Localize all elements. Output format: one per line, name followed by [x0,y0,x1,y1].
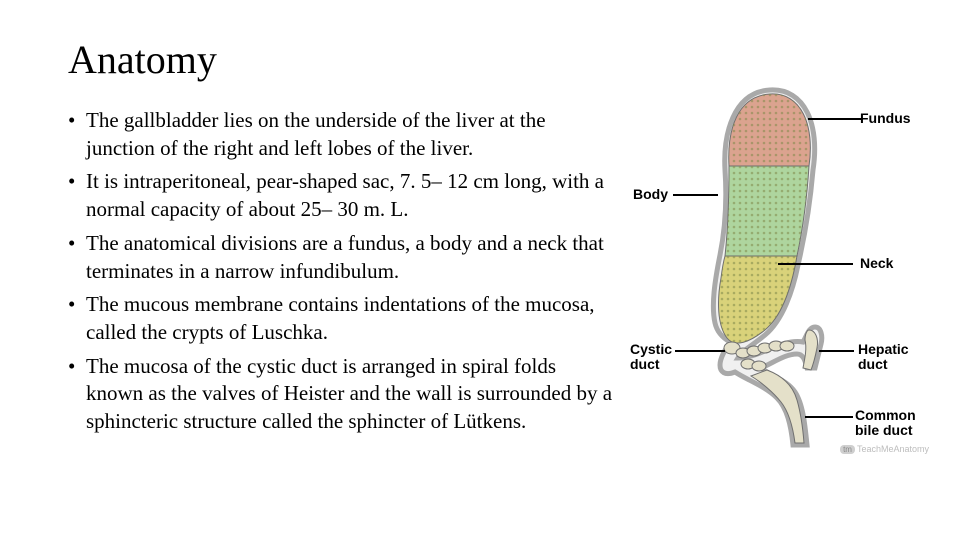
list-item: The gallbladder lies on the underside of… [68,107,618,162]
label-text: Body [633,186,668,202]
slide: Anatomy The gallbladder lies on the unde… [0,0,960,540]
label-common-bile-duct: Commonbile duct [855,408,916,437]
gallbladder-diagram: Fundus Body Neck Cysticduct Hepaticduct [635,80,935,460]
watermark: tmTeachMeAnatomy [840,444,929,454]
list-item: It is intraperitoneal, pear-shaped sac, … [68,168,618,223]
label-text: Commonbile duct [855,407,916,438]
list-item: The mucous membrane contains indentation… [68,291,618,346]
list-item: The anatomical divisions are a fundus, a… [68,230,618,285]
label-text: Fundus [860,110,911,126]
label-text: Hepaticduct [858,341,909,372]
label-hepatic-duct: Hepaticduct [858,342,909,371]
label-text: Neck [860,255,893,271]
label-body: Body [633,186,668,202]
content-row: The gallbladder lies on the underside of… [68,107,930,442]
list-item: The mucosa of the cystic duct is arrange… [68,353,618,436]
page-title: Anatomy [68,36,930,83]
label-neck: Neck [860,255,893,271]
label-text: Cysticduct [630,341,672,372]
label-cystic-duct: Cysticduct [630,342,672,371]
bullet-list: The gallbladder lies on the underside of… [68,107,618,436]
label-fundus: Fundus [860,110,911,126]
bullet-list-container: The gallbladder lies on the underside of… [68,107,628,442]
diagram-canvas: Fundus Body Neck Cysticduct Hepaticduct [635,80,935,460]
